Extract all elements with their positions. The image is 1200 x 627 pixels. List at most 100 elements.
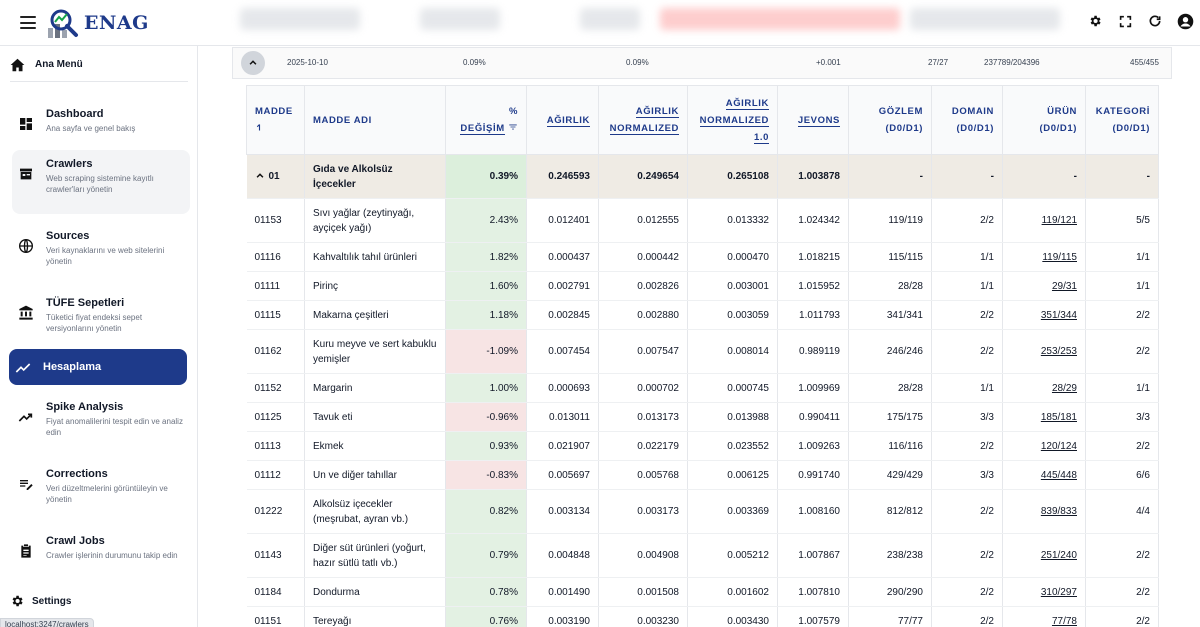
logo-text: ENAG bbox=[84, 12, 149, 34]
column-header-kategori[interactable]: KATEGORİ (D0/D1) bbox=[1085, 85, 1159, 155]
column-header-madde[interactable]: MADDE bbox=[246, 85, 305, 155]
chevron-up-icon bbox=[249, 60, 257, 65]
sidebar-item-crawl-jobs[interactable]: Crawl Jobs Crawler işlerinin durumunu tak… bbox=[12, 527, 190, 569]
urun-cell[interactable]: 77/78 bbox=[1002, 606, 1086, 627]
table-row[interactable]: 01125 Tavuk eti -0.96% 0.013011 0.013173 0.01… bbox=[246, 402, 1159, 432]
urun-link[interactable]: 29/31 bbox=[1051, 280, 1077, 292]
table-row[interactable]: 01115 Makarna çeşitleri 1.18% 0.002845 0.002… bbox=[246, 300, 1159, 330]
table-row[interactable]: 01153 Sıvı yağlar (zeytinyağı, ayçiçek ya… bbox=[246, 198, 1159, 243]
sidebar-item-settings[interactable]: Settings bbox=[10, 594, 71, 608]
table-row[interactable]: 01222 Alkolsüz içecekler (meşrubat, ayran… bbox=[246, 489, 1159, 534]
agirlik-cell: 0.001490 bbox=[526, 577, 599, 607]
name-cell: Pirinç bbox=[304, 271, 446, 301]
urun-link[interactable]: 28/29 bbox=[1051, 382, 1077, 394]
urun-cell[interactable]: 185/181 bbox=[1002, 402, 1086, 432]
sidebar-item-hesaplama[interactable]: Hesaplama bbox=[9, 349, 187, 385]
account-icon[interactable] bbox=[1176, 12, 1194, 30]
sidebar-item-home[interactable]: Ana Menü bbox=[10, 54, 188, 82]
column-header-agirlik[interactable]: AĞIRLIK bbox=[526, 85, 599, 155]
column-header-label: MADDE ADI bbox=[313, 114, 372, 126]
urun-cell[interactable]: 120/124 bbox=[1002, 431, 1086, 461]
column-header-urun[interactable]: ÜRÜN (D0/D1) bbox=[1002, 85, 1086, 155]
urun-link[interactable]: 351/344 bbox=[1040, 309, 1077, 321]
urun-cell[interactable]: 310/297 bbox=[1002, 577, 1086, 607]
urun-cell[interactable]: 445/448 bbox=[1002, 460, 1086, 490]
table-row[interactable]: 01112 Un ve diğer tahıllar -0.83% 0.005697 0… bbox=[246, 460, 1159, 490]
sidebar-item-corrections[interactable]: Corrections Veri düzeltmelerini görüntüle… bbox=[12, 460, 190, 513]
group-row[interactable]: 01 Gıda ve Alkolsüz İçecekler 0.39% 0.24… bbox=[246, 154, 1159, 199]
urun-cell[interactable]: 119/115 bbox=[1002, 242, 1086, 272]
table-row[interactable]: 01151 Tereyağı 0.76% 0.003190 0.003230 0.0034… bbox=[246, 606, 1159, 627]
urun-link[interactable]: 253/253 bbox=[1040, 346, 1077, 357]
urun-cell[interactable]: 251/240 bbox=[1002, 533, 1086, 578]
sidebar-item-spike-analysis[interactable]: Spike Analysis Fiyat anomalilerini tespit… bbox=[12, 393, 190, 446]
chevron-up-icon[interactable] bbox=[255, 171, 265, 181]
jevons-cell: 1.011793 bbox=[777, 300, 849, 330]
sidebar-item-tufe-sepetleri[interactable]: TÜFE Sepetleri Tüketici fiyat endeksi sep… bbox=[12, 289, 190, 342]
urun-cell[interactable]: 29/31 bbox=[1002, 271, 1086, 301]
blurred-content bbox=[420, 8, 500, 30]
spike-icon bbox=[18, 413, 33, 422]
sidebar-item-sources[interactable]: Sources Veri kaynaklarını ve web siteleri… bbox=[12, 222, 190, 275]
urun-cell[interactable]: 253/253 bbox=[1002, 329, 1086, 374]
column-header-madde-adi[interactable]: MADDE ADI bbox=[304, 85, 446, 155]
urun-link[interactable]: 310/297 bbox=[1040, 586, 1077, 598]
sidebar-item-title: Hesaplama bbox=[43, 361, 102, 373]
fullscreen-icon[interactable] bbox=[1116, 12, 1134, 30]
table-row[interactable]: 01152 Margarin 1.00% 0.000693 0.000702 0.0007… bbox=[246, 373, 1159, 403]
logo[interactable]: ENAG bbox=[44, 6, 154, 40]
column-header-domain[interactable]: DOMAIN (D0/D1) bbox=[931, 85, 1003, 155]
urun-link[interactable]: 839/833 bbox=[1040, 506, 1077, 517]
column-header-label: NORMALIZED bbox=[609, 123, 679, 135]
code-cell: 01115 bbox=[246, 300, 305, 330]
urun-link[interactable]: 120/124 bbox=[1040, 440, 1077, 452]
agirlik-cell: 0.005697 bbox=[526, 460, 599, 490]
refresh-icon[interactable] bbox=[1146, 12, 1164, 30]
sidebar-item-subtitle: Ana sayfa ve genel bakış bbox=[46, 124, 136, 133]
urun-cell[interactable]: 351/344 bbox=[1002, 300, 1086, 330]
sidebar-item-crawlers[interactable]: Crawlers Web scraping sistemine kayıtlı c… bbox=[12, 150, 190, 214]
urun-link[interactable]: 119/121 bbox=[1041, 215, 1077, 226]
urun-link[interactable]: 445/448 bbox=[1040, 469, 1077, 481]
column-header-gozlem[interactable]: GÖZLEM (D0/D1) bbox=[848, 85, 932, 155]
urun-link[interactable]: 251/240 bbox=[1040, 550, 1077, 561]
menu-icon[interactable] bbox=[20, 16, 36, 29]
sidebar-item-title: Corrections bbox=[46, 468, 108, 480]
urun-link[interactable]: 119/115 bbox=[1042, 251, 1077, 263]
table-row[interactable]: 01116 Kahvaltılık tahıl ürünleri 1.82% 0.00… bbox=[246, 242, 1159, 272]
collapse-button[interactable] bbox=[241, 51, 265, 75]
code-cell: 01152 bbox=[246, 373, 305, 403]
sidebar-item-title: Sources bbox=[46, 230, 90, 242]
gear-icon[interactable] bbox=[1086, 12, 1104, 30]
jevons-cell: 0.989119 bbox=[777, 329, 849, 374]
norm10-cell: 0.001602 bbox=[687, 577, 778, 607]
kategori-cell: 1/1 bbox=[1085, 373, 1159, 403]
column-header-agirlik-normalized[interactable]: AĞIRLIK NORMALIZED bbox=[598, 85, 688, 155]
column-header-agirlik-normalized-10[interactable]: AĞIRLIK NORMALIZED 1.0 bbox=[687, 85, 778, 155]
top-actions bbox=[1086, 12, 1194, 30]
group-kategori-cell: - bbox=[1085, 154, 1159, 199]
norm-cell: 0.003230 bbox=[598, 606, 688, 627]
domain-cell: 1/1 bbox=[931, 373, 1003, 403]
urun-link[interactable]: 185/181 bbox=[1040, 411, 1077, 423]
urun-cell[interactable]: 28/29 bbox=[1002, 373, 1086, 403]
table-row[interactable]: 01184 Dondurma 0.78% 0.001490 0.001508 0.0016… bbox=[246, 577, 1159, 607]
pct-cell: 1.18% bbox=[445, 300, 527, 330]
urun-cell[interactable]: 119/121 bbox=[1002, 198, 1086, 243]
norm-cell: 0.001508 bbox=[598, 577, 688, 607]
column-header-jevons[interactable]: JEVONS bbox=[777, 85, 849, 155]
urun-link[interactable]: 77/78 bbox=[1051, 615, 1077, 627]
sidebar-item-subtitle: Fiyat anomalilerini tespit edin ve anali… bbox=[46, 417, 183, 437]
table-row[interactable]: 01143 Diğer süt ürünleri (yoğurt, hazır s… bbox=[246, 533, 1159, 578]
column-header-degisim[interactable]: % DEĞİŞİM bbox=[445, 85, 527, 155]
name-cell: Un ve diğer tahıllar bbox=[304, 460, 446, 490]
agirlik-cell: 0.004848 bbox=[526, 533, 599, 578]
table-row[interactable]: 01111 Pirinç 1.60% 0.002791 0.002826 0.003001… bbox=[246, 271, 1159, 301]
column-header-label: (D0/D1) bbox=[1039, 123, 1077, 134]
sidebar-item-dashboard[interactable]: Dashboard Ana sayfa ve genel bakış bbox=[12, 100, 190, 142]
urun-cell[interactable]: 839/833 bbox=[1002, 489, 1086, 534]
norm10-cell: 0.013988 bbox=[687, 402, 778, 432]
table-row[interactable]: 01113 Ekmek 0.93% 0.021907 0.022179 0.023552 1… bbox=[246, 431, 1159, 461]
table-row[interactable]: 01162 Kuru meyve ve sert kabuklu yemişler… bbox=[246, 329, 1159, 374]
group-norm10-cell: 0.265108 bbox=[687, 154, 778, 199]
